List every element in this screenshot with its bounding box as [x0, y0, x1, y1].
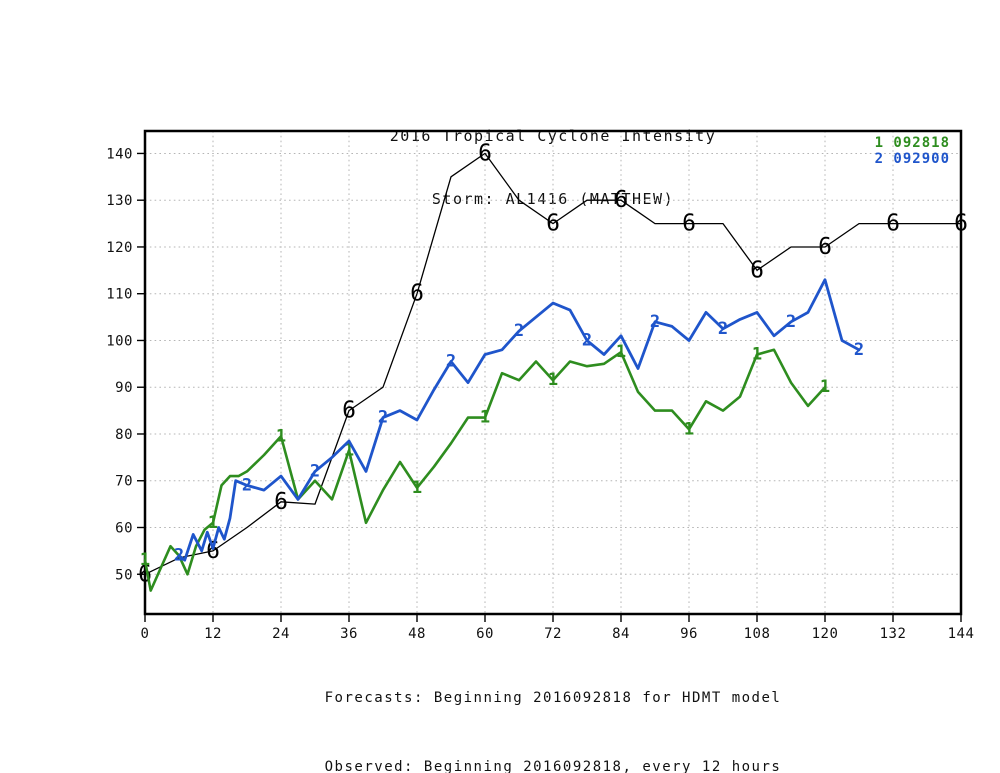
series-line-forecast-092900: [177, 278, 861, 562]
marker-glyph-forecast-092900: 2: [446, 352, 456, 372]
x-tick-label: 84: [612, 626, 630, 642]
marker-glyph-observed: 6: [886, 211, 900, 237]
marker-glyph-observed: 6: [546, 211, 560, 237]
chart-footer-forecasts: Forecasts: Beginning 2016092818 for HDMT…: [324, 690, 782, 706]
x-tick-label: 0: [141, 626, 150, 642]
marker-glyph-forecast-092900: 2: [378, 408, 388, 428]
x-tick-label: 120: [812, 626, 839, 642]
y-tick-label: 90: [115, 380, 133, 396]
y-tick-label: 80: [115, 427, 133, 443]
y-tick-label: 130: [106, 193, 133, 209]
x-tick-label: 144: [948, 626, 975, 642]
marker-glyph-forecast-092818: 1: [548, 370, 558, 390]
marker-glyph-observed: 6: [818, 234, 832, 260]
x-tick-label: 132: [880, 626, 907, 642]
marker-glyph-forecast-092900: 2: [514, 321, 524, 341]
marker-glyph-forecast-092900: 2: [174, 546, 184, 566]
x-tick-label: 60: [476, 626, 494, 642]
marker-glyph-forecast-092900: 2: [650, 312, 660, 332]
marker-glyph-observed: 6: [954, 211, 968, 237]
marker-glyph-observed: 6: [206, 538, 220, 564]
marker-glyph-forecast-092818: 1: [752, 344, 762, 364]
marker-glyph-observed: 6: [342, 398, 356, 424]
chart-footer: Forecasts: Beginning 2016092818 for HDMT…: [145, 641, 961, 773]
marker-glyph-forecast-092818: 1: [344, 440, 354, 460]
chart-footer-observed: Observed: Beginning 2016092818, every 12…: [324, 759, 782, 773]
y-tick-label: 110: [106, 287, 133, 303]
y-tick-label: 50: [115, 567, 133, 583]
y-tick-label: 120: [106, 240, 133, 256]
x-tick-label: 108: [744, 626, 771, 642]
marker-glyph-forecast-092818: 1: [480, 408, 490, 428]
y-tick-label: 60: [115, 520, 133, 536]
x-tick-label: 96: [680, 626, 698, 642]
marker-glyph-observed: 6: [750, 257, 764, 283]
x-tick-label: 72: [544, 626, 562, 642]
marker-glyph-observed: 6: [274, 489, 288, 515]
plot-border: [143, 129, 963, 616]
marker-glyph-observed: 6: [682, 211, 696, 237]
marker-glyph-forecast-092900: 2: [582, 330, 592, 350]
series-line-forecast-092818: [143, 348, 827, 592]
x-tick-label: 36: [340, 626, 358, 642]
marker-glyph-forecast-092900: 2: [718, 319, 728, 339]
marker-glyph-forecast-092818: 1: [820, 377, 830, 397]
x-tick-label: 48: [408, 626, 426, 642]
marker-glyph-observed: 6: [478, 140, 492, 166]
marker-glyph-forecast-092818: 1: [412, 478, 422, 498]
marker-glyph-forecast-092818: 1: [616, 342, 626, 362]
marker-glyph-observed: 6: [614, 187, 628, 213]
x-tick-label: 24: [272, 626, 290, 642]
y-tick-label: 140: [106, 146, 133, 162]
y-tick-label: 100: [106, 333, 133, 349]
marker-glyph-forecast-092900: 2: [854, 340, 864, 360]
y-tick-label: 70: [115, 474, 133, 490]
x-tick-label: 12: [204, 626, 222, 642]
legend-entry-1: 1 092818: [875, 135, 950, 151]
marker-glyph-forecast-092900: 2: [242, 475, 252, 495]
marker-glyph-observed: 6: [410, 281, 424, 307]
legend-entry-2: 2 092900: [875, 151, 950, 167]
marker-glyph-forecast-092818: 1: [208, 513, 218, 533]
marker-glyph-forecast-092818: 1: [140, 550, 150, 570]
series-line-observed: [144, 152, 962, 575]
chart-title-line2: Storm: AL1416 (MATTHEW): [431, 190, 675, 208]
marker-glyph-forecast-092818: 1: [276, 426, 286, 446]
marker-glyph-forecast-092900: 2: [786, 312, 796, 332]
marker-glyph-forecast-092900: 2: [310, 461, 320, 481]
marker-glyph-forecast-092818: 1: [684, 419, 694, 439]
